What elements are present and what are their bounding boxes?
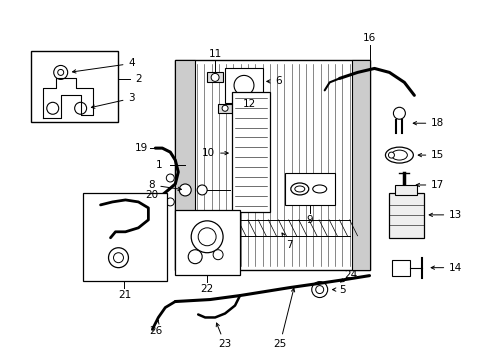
Circle shape (222, 105, 227, 111)
Text: 4: 4 (72, 58, 135, 73)
Circle shape (211, 73, 219, 81)
Text: 24: 24 (340, 270, 357, 282)
Text: 16: 16 (362, 32, 375, 42)
Circle shape (234, 75, 253, 95)
Ellipse shape (385, 147, 412, 163)
Text: 3: 3 (91, 93, 135, 108)
Circle shape (54, 66, 67, 80)
Ellipse shape (290, 183, 308, 195)
Text: 2: 2 (135, 75, 142, 84)
Text: 25: 25 (273, 288, 294, 350)
Bar (31, 50, 118, 122)
Bar (285, 173, 334, 205)
Text: 8: 8 (148, 180, 181, 190)
Circle shape (166, 198, 174, 206)
Text: 11: 11 (208, 49, 221, 59)
Circle shape (47, 102, 59, 114)
Circle shape (75, 102, 86, 114)
Bar (175, 210, 240, 275)
Circle shape (188, 250, 202, 264)
Text: 19: 19 (135, 143, 148, 153)
Circle shape (108, 248, 128, 268)
Bar (351, 60, 369, 270)
Bar (388, 193, 424, 238)
Text: 6: 6 (266, 76, 281, 86)
Bar (82, 193, 167, 280)
Bar (175, 60, 195, 270)
Circle shape (315, 285, 323, 293)
Circle shape (213, 250, 223, 260)
Text: 21: 21 (118, 289, 131, 300)
Text: 20: 20 (145, 190, 158, 200)
Text: 23: 23 (216, 323, 231, 350)
Text: 14: 14 (430, 263, 462, 273)
Bar (175, 60, 369, 270)
Bar (395, 185, 416, 195)
Circle shape (393, 107, 405, 119)
Text: 26: 26 (149, 320, 162, 336)
Text: 13: 13 (428, 210, 462, 220)
Bar (224, 68, 263, 103)
Circle shape (191, 221, 223, 253)
Bar (207, 72, 223, 82)
Text: 18: 18 (412, 118, 444, 128)
Text: 5: 5 (332, 284, 346, 294)
Circle shape (166, 174, 174, 182)
Circle shape (113, 253, 123, 263)
Circle shape (179, 184, 191, 196)
Bar (232, 92, 269, 212)
Text: 9: 9 (306, 215, 312, 225)
Circle shape (198, 228, 216, 246)
Text: 22: 22 (200, 284, 213, 294)
Circle shape (58, 69, 63, 75)
Ellipse shape (294, 186, 304, 192)
Circle shape (311, 282, 327, 298)
Text: 12: 12 (243, 99, 256, 109)
Text: 15: 15 (417, 150, 444, 160)
Circle shape (197, 185, 207, 195)
Text: 1: 1 (155, 160, 162, 170)
Ellipse shape (312, 185, 326, 193)
Bar (392, 260, 409, 276)
Text: 17: 17 (415, 180, 444, 190)
Text: 7: 7 (282, 233, 292, 250)
Circle shape (387, 152, 394, 158)
Text: 10: 10 (202, 148, 228, 158)
Bar (218, 104, 232, 113)
Ellipse shape (390, 150, 407, 160)
